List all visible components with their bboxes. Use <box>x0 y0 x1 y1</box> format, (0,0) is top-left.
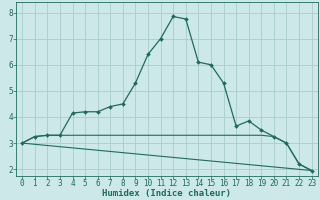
X-axis label: Humidex (Indice chaleur): Humidex (Indice chaleur) <box>102 189 231 198</box>
